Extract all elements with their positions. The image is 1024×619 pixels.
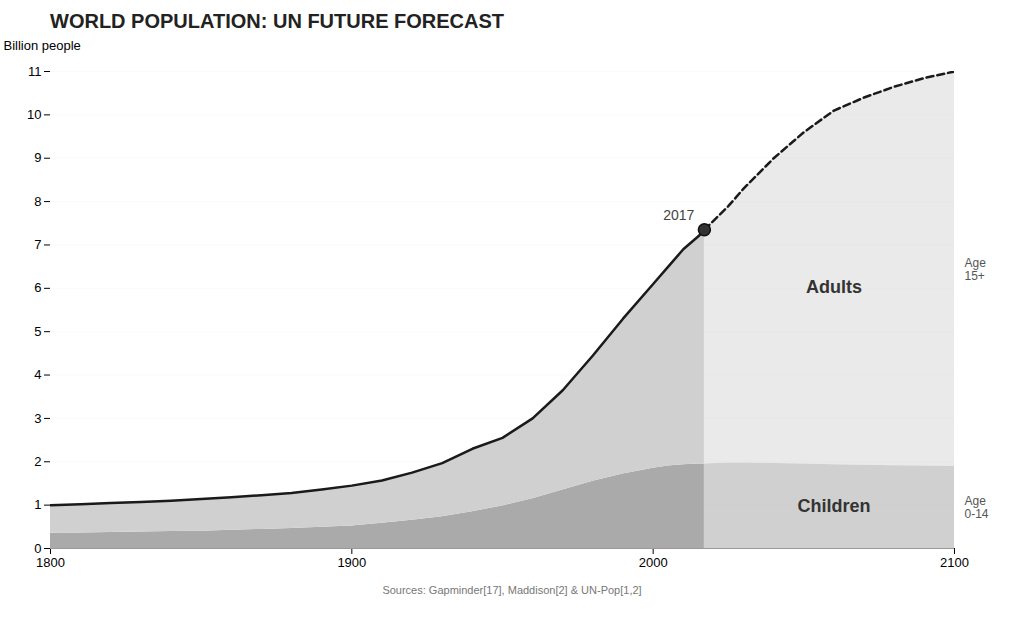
svg-text:11: 11 [28, 64, 42, 79]
html-text:WORLD POPULATION: UN FUTURE FO: WORLD POPULATION: UN FUTURE FORECAST [50, 10, 504, 32]
svg-text:0: 0 [34, 541, 41, 556]
svg-text:1800: 1800 [36, 555, 65, 570]
svg-text:3: 3 [34, 411, 41, 426]
svg-text:Age0-14: Age0-14 [965, 494, 989, 521]
html-text:Sources: Gapminder[17], Maddis: Sources: Gapminder[17], Maddison[2] & UN… [382, 584, 642, 596]
svg-text:Age15+: Age15+ [965, 256, 987, 283]
svg-text:Children: Children [797, 496, 870, 516]
svg-text:8: 8 [34, 194, 41, 209]
svg-text:2000: 2000 [639, 555, 668, 570]
svg-text:1: 1 [34, 497, 41, 512]
svg-text:4: 4 [34, 367, 41, 382]
svg-text:2017: 2017 [663, 207, 694, 223]
svg-text:5: 5 [34, 324, 41, 339]
svg-text:Billion people: Billion people [4, 38, 81, 53]
svg-text:9: 9 [34, 150, 41, 165]
svg-text:1900: 1900 [337, 555, 366, 570]
svg-text:2100: 2100 [940, 555, 969, 570]
svg-text:7: 7 [34, 237, 41, 252]
svg-text:Adults: Adults [806, 277, 862, 297]
svg-text:10: 10 [27, 107, 41, 122]
svg-text:2: 2 [34, 454, 41, 469]
svg-text:6: 6 [34, 280, 41, 295]
